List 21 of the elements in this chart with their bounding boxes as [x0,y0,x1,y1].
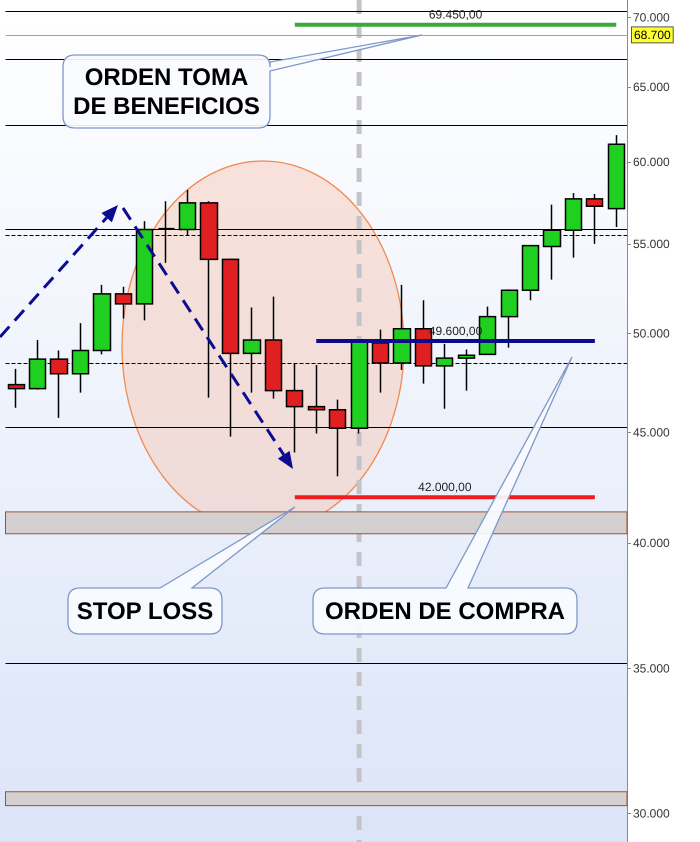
y-tick-label: 35.000 [633,662,670,676]
y-tick-label: 60.000 [633,155,670,170]
y-tick-label: 65.000 [633,80,670,94]
ref-line-label: 68.700 [634,28,672,42]
data-label: 42.000,00 [418,480,472,494]
y-tick-label: 30.000 [633,806,670,820]
y-tick-label: 50.000 [633,326,670,340]
y-tick-label: 70.000 [633,10,670,24]
candlestick [8,368,26,408]
annotation: STOP LOSS [76,596,214,626]
annotation: ORDEN TOMA DE BENEFICIOS [72,62,261,122]
candlestick [92,284,112,356]
candlestick [114,286,132,320]
candlestick [522,244,540,301]
candlestick [608,134,626,228]
candlestick [500,288,518,348]
annotation: ORDEN DE COMPRA [324,596,566,626]
y-tick-label: 40.000 [633,536,670,550]
data-label: 69.450,00 [428,8,483,22]
y-tick-label: 45.000 [633,425,670,440]
y-tick-label: 55.000 [633,236,670,251]
